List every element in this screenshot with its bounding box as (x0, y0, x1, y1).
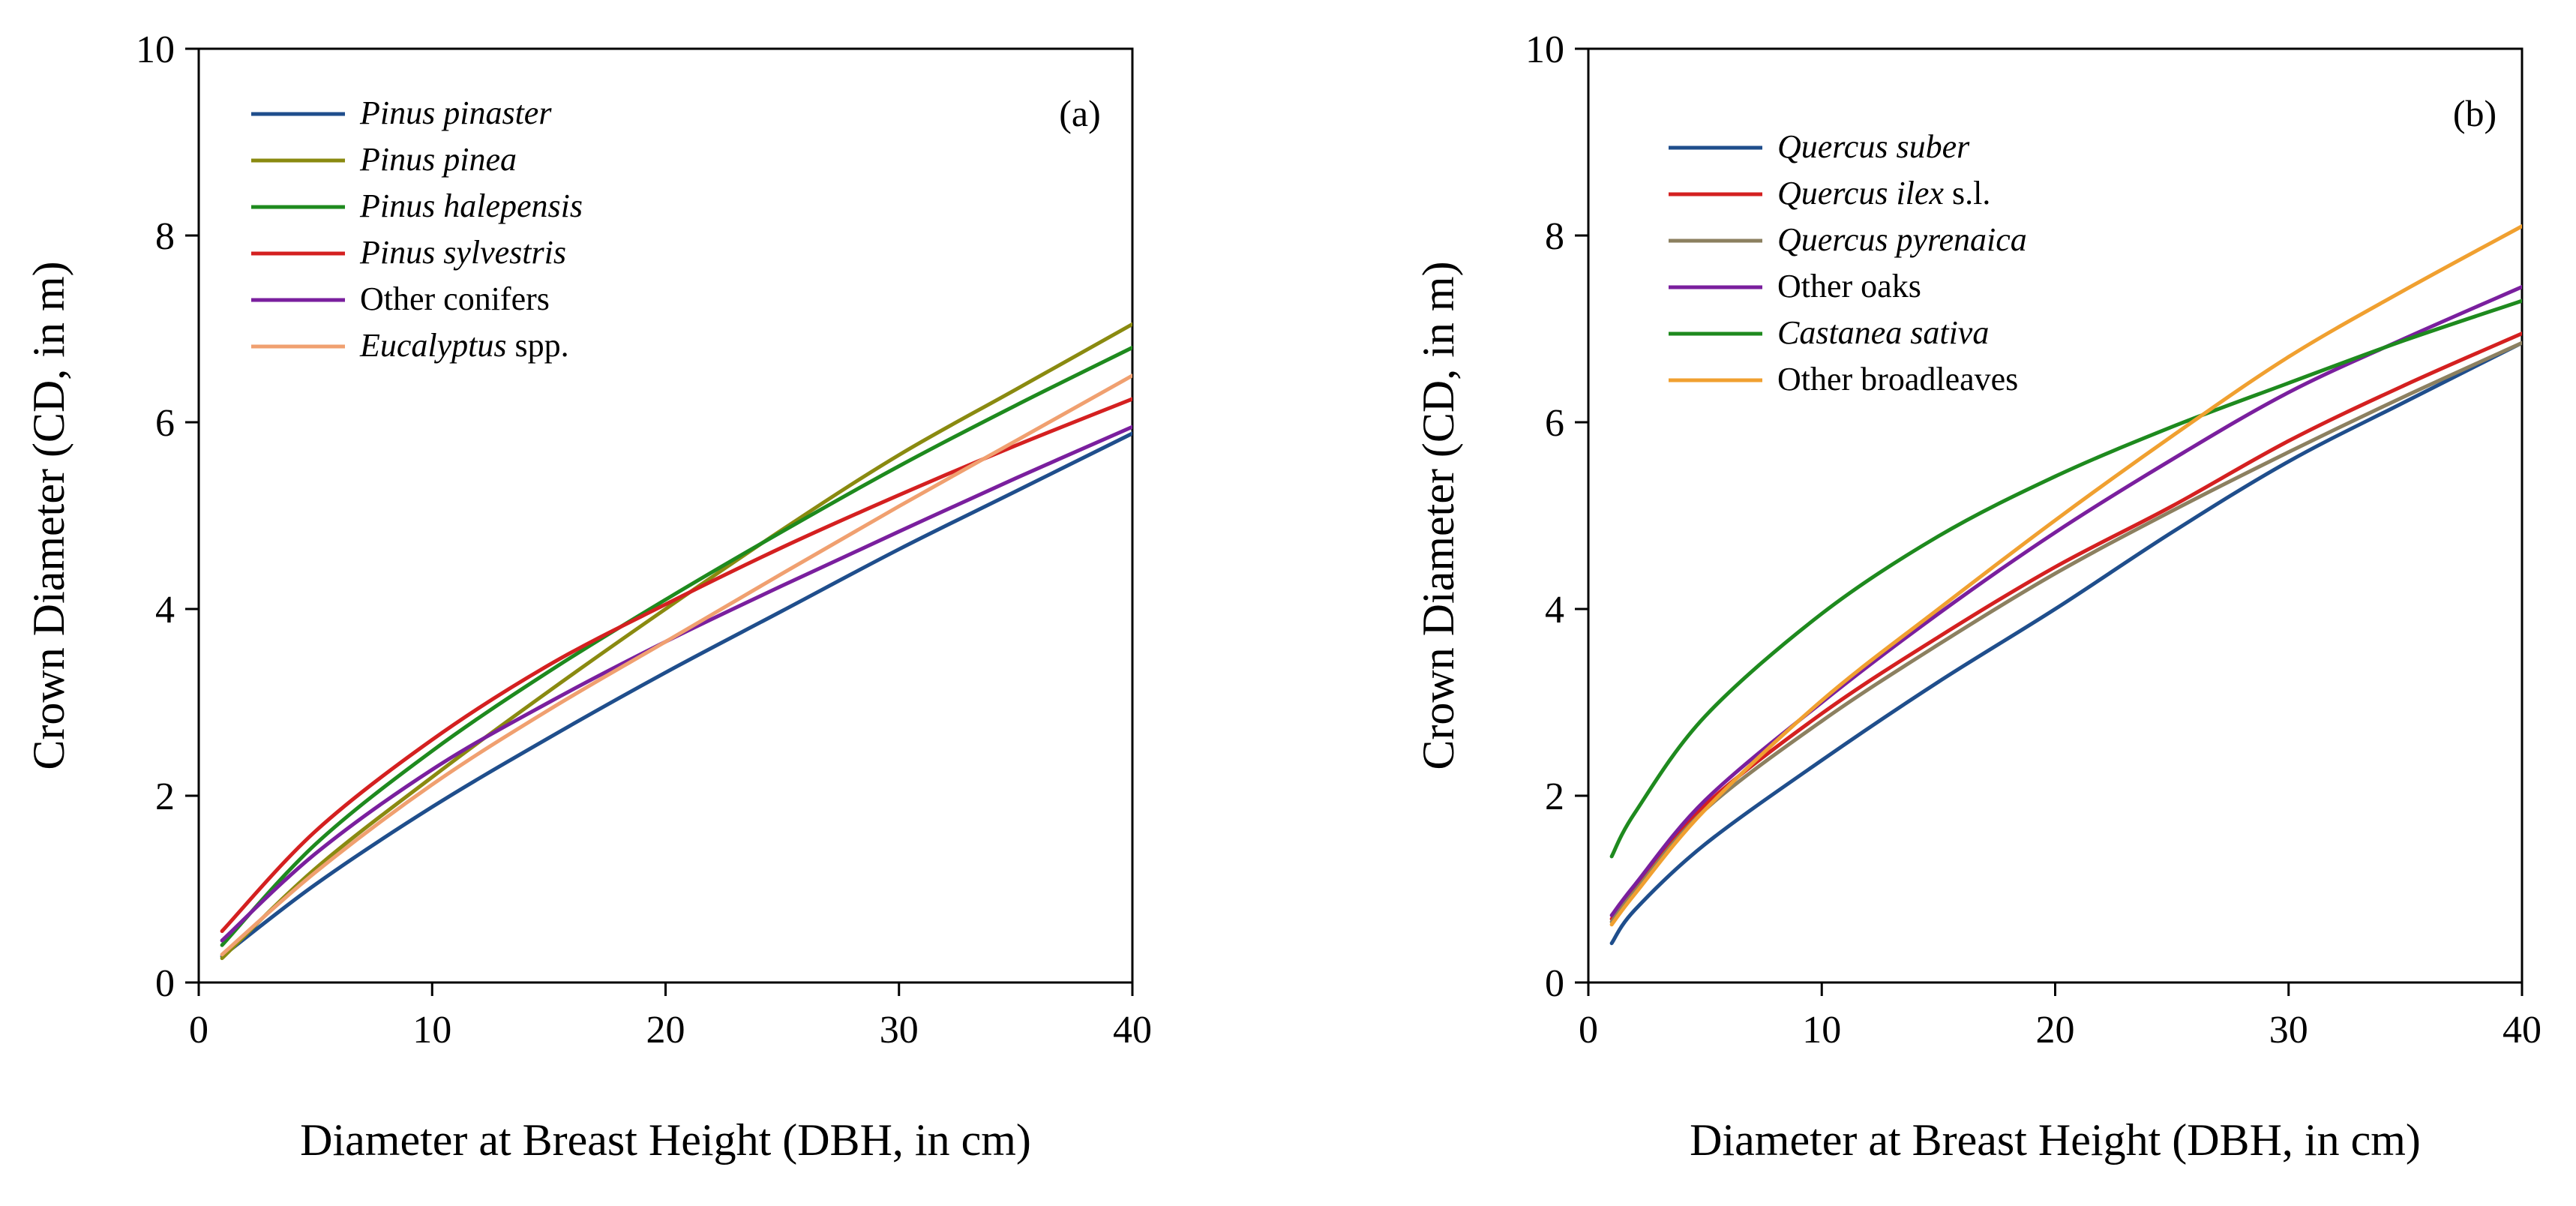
series-line-pinus-halepensis (220, 345, 1132, 947)
legend-label-castanea-sativa: Castanea sativa (1777, 314, 1989, 351)
legend-label-quercus-ilex-s-l: Quercus ilex s.l. (1777, 175, 1990, 212)
legend-label-pinus-sylvestris: Pinus sylvestris (359, 234, 566, 271)
series-line-other-conifers (220, 424, 1132, 943)
y-tick-label: 6 (1545, 402, 1564, 445)
chart-panel-b: 0 10 20 30 40 0 2 4 6 8 10 Diameter at Breast Heigh… (1414, 28, 2542, 1165)
y-tick-label: 0 (155, 962, 175, 1005)
x-tick-label: 30 (880, 1009, 919, 1052)
x-tick-label: 0 (189, 1009, 208, 1052)
series-lines (220, 322, 1132, 961)
y-tick-label: 2 (155, 776, 175, 818)
plot-frame (197, 47, 1134, 984)
series-line-pinus-pinea (220, 322, 1132, 961)
legend: Pinus pinaster Pinus pinea Pinus halepensi… (251, 94, 583, 364)
legend-label-quercus-pyrenaica: Quercus pyrenaica (1777, 221, 2027, 258)
x-tick-label: 10 (1802, 1009, 1841, 1052)
x-tick-label: 30 (2269, 1009, 2308, 1052)
y-tick-label: 2 (1545, 776, 1564, 818)
x-axis-title: Diameter at Breast Height (DBH, in cm) (1690, 1115, 2421, 1165)
x-tick-label: 20 (2036, 1009, 2075, 1052)
x-tick-label: 0 (1579, 1009, 1598, 1052)
y-tick-label: 10 (136, 28, 175, 71)
legend-label-other-oaks: Other oaks (1777, 268, 1921, 304)
legend-label-pinus-pinaster: Pinus pinaster (359, 94, 552, 131)
x-axis-title: Diameter at Breast Height (DBH, in cm) (300, 1115, 1031, 1165)
legend-label-quercus-suber: Quercus suber (1777, 128, 1970, 165)
legend-label-pinus-halepensis: Pinus halepensis (359, 188, 583, 224)
y-tick-label: 4 (1545, 589, 1564, 632)
panel-label: (a) (1059, 92, 1101, 134)
x-tick-label: 40 (2503, 1009, 2542, 1052)
y-tick-label: 10 (1525, 28, 1564, 71)
x-tick-label: 10 (412, 1009, 451, 1052)
series-line-quercus-suber (1609, 340, 2522, 946)
plot-frame (1587, 47, 2524, 984)
legend-label-eucalyptus-spp: Eucalyptus spp. (359, 327, 569, 364)
series-line-pinus-pinaster (220, 431, 1132, 958)
series-line-eucalyptus-spp (220, 374, 1132, 957)
legend: Quercus suber Quercus ilex s.l. Quercus py… (1669, 128, 2027, 398)
y-axis-title: Crown Diameter (CD, in m) (1414, 261, 1463, 770)
series-line-quercus-ilex-s-l (1609, 332, 2522, 921)
series-line-other-broadleaves (1609, 224, 2522, 927)
legend-label-pinus-pinea: Pinus pinea (359, 141, 517, 178)
y-axis-title: Crown Diameter (CD, in m) (24, 261, 73, 770)
y-tick-label: 0 (1545, 962, 1564, 1005)
panel-label: (b) (2453, 92, 2497, 134)
chart-panel-a: 0 10 20 30 40 0 2 4 6 8 10 Diameter at Breast Heigh… (24, 28, 1152, 1165)
series-line-castanea-sativa (1609, 298, 2522, 859)
y-tick-label: 8 (1545, 215, 1564, 258)
series-line-quercus-pyrenaica (1609, 340, 2522, 924)
legend-label-other-conifers: Other conifers (360, 280, 550, 317)
y-tick-label: 8 (155, 215, 175, 258)
y-tick-label: 6 (155, 402, 175, 445)
x-tick-label: 40 (1113, 1009, 1152, 1052)
series-line-other-oaks (1609, 285, 2522, 917)
legend-label-other-broadleaves: Other broadleaves (1777, 361, 2018, 398)
series-lines (1609, 224, 2522, 946)
x-tick-label: 20 (646, 1009, 685, 1052)
y-tick-label: 4 (155, 589, 175, 632)
